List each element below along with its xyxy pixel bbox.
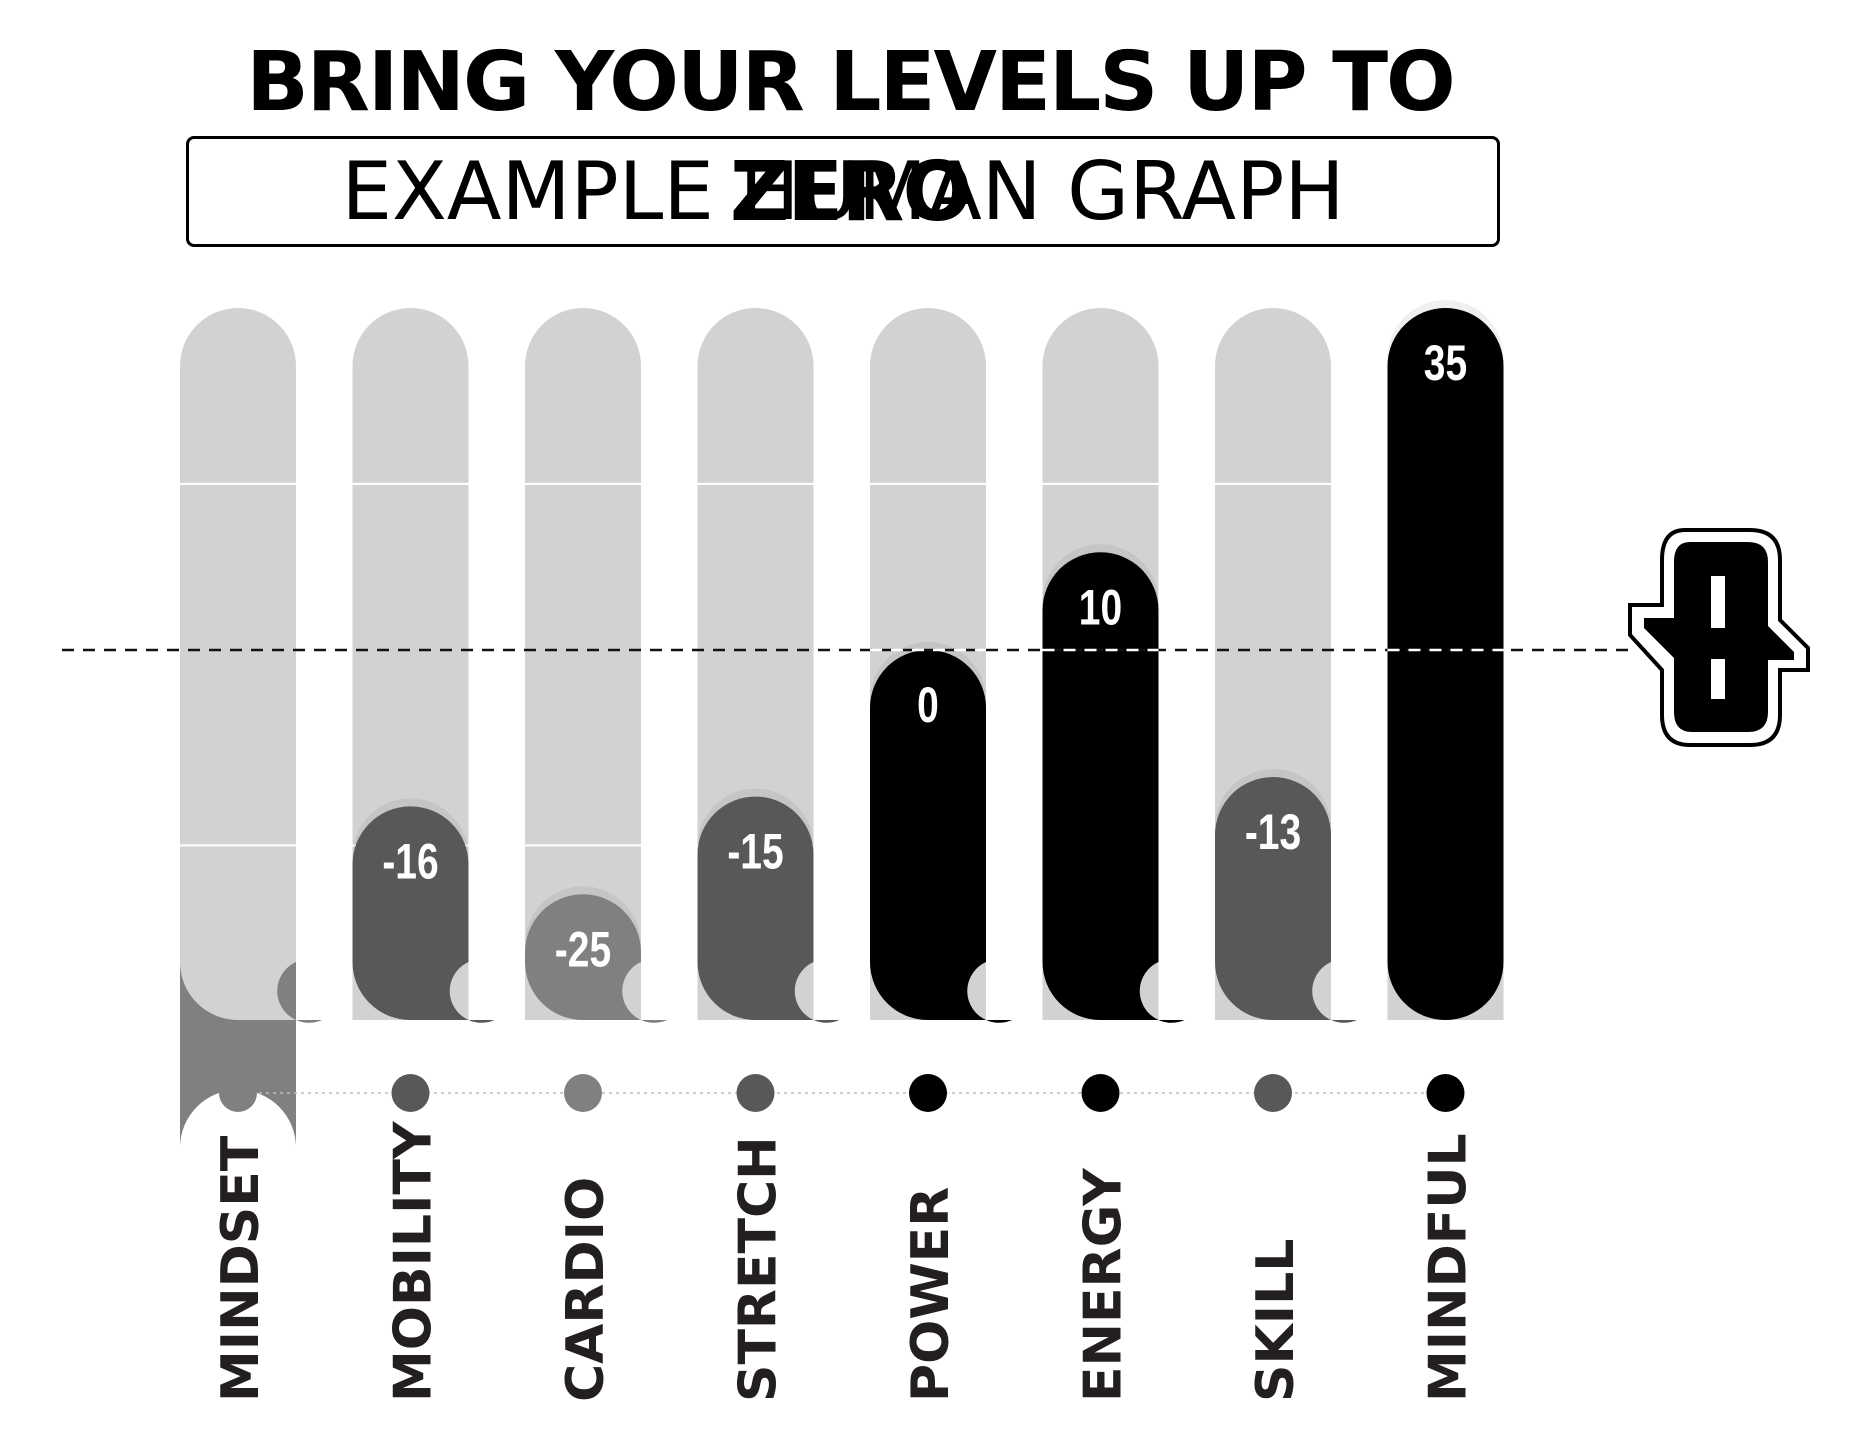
value-label: -16 <box>382 833 438 890</box>
category-label: MINDFUL <box>1419 1133 1479 1402</box>
logo-slot-top <box>1709 574 1727 630</box>
value-label: -25 <box>555 921 611 978</box>
value-label: 10 <box>1079 579 1122 636</box>
category-label: MOBILITY <box>384 1120 444 1402</box>
category-label: STRETCH <box>729 1136 789 1402</box>
chart-subtitle: EXAMPLE HUMAN GRAPH <box>186 136 1500 247</box>
value-label: -13 <box>1245 803 1301 860</box>
chart-title: BRING YOUR LEVELS UP TO ZERO <box>246 35 1456 240</box>
value-label: -45 <box>210 1116 266 1173</box>
category-dot <box>391 1074 430 1112</box>
bar-energy <box>1042 552 1215 1023</box>
category-dot <box>1254 1074 1292 1112</box>
bar-stretch <box>697 796 870 1023</box>
category-dot <box>736 1074 775 1112</box>
bar-group <box>180 300 1504 1148</box>
bar-mindful <box>1387 308 1504 1020</box>
value-label-group: -45 -16 -25 -15 0 10 -13 35 <box>210 334 1467 1173</box>
logo-fill <box>1644 542 1794 732</box>
bar-track <box>180 308 296 1020</box>
category-dot <box>1081 1074 1120 1112</box>
bar-mobility <box>352 806 525 1023</box>
value-label: 35 <box>1424 334 1467 391</box>
category-dot <box>909 1074 947 1112</box>
logo-slot-bottom <box>1709 657 1727 701</box>
category-dot <box>1426 1074 1465 1112</box>
value-label: -15 <box>727 823 783 880</box>
category-dot <box>219 1074 257 1112</box>
bar-skill <box>1215 777 1388 1023</box>
bar-track <box>525 308 641 1020</box>
category-label: SKILL <box>1246 1239 1306 1402</box>
category-dot-group <box>219 1074 1465 1112</box>
category-label: CARDIO <box>556 1177 616 1402</box>
category-label: ENERGY <box>1074 1167 1134 1402</box>
category-label: POWER <box>901 1187 961 1402</box>
category-dot <box>564 1074 602 1112</box>
zero-brand-logo-icon <box>1628 528 1810 747</box>
value-label: 0 <box>917 676 939 733</box>
category-label: MINDSET <box>211 1135 271 1402</box>
bar-mindset <box>180 962 353 1148</box>
bar-cardio <box>525 894 698 1023</box>
category-label-group: MINDSET MOBILITY CARDIO STRETCH POWER ENERGY S… <box>211 1120 1479 1402</box>
bar-power <box>870 650 1043 1023</box>
